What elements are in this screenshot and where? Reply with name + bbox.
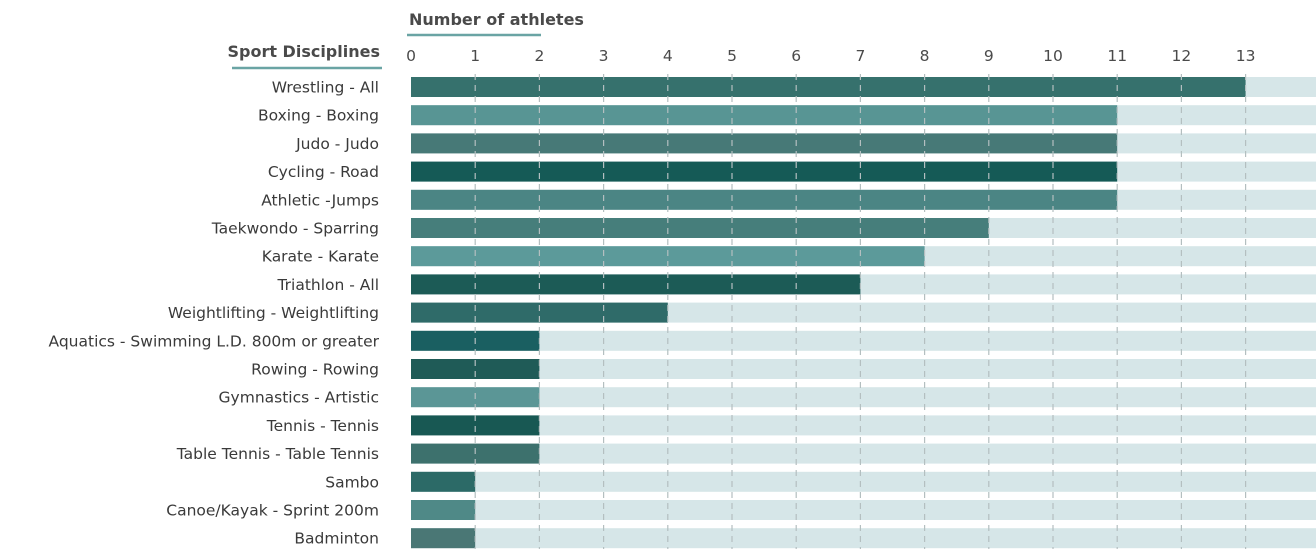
bar-track (411, 528, 1316, 549)
category-label: Aquatics - Swimming L.D. 800m or greater (49, 332, 380, 350)
x-tick-label: 13 (1236, 47, 1256, 65)
bar-track (411, 415, 1316, 436)
x-tick-label: 2 (534, 47, 544, 65)
category-label: Badminton (294, 530, 379, 548)
x-tick-label: 7 (855, 47, 865, 65)
bar (411, 528, 476, 549)
category-label: Cycling - Road (268, 163, 379, 181)
x-tick-label: 6 (791, 47, 801, 65)
category-label: Wrestling - All (272, 79, 379, 97)
y-axis-title: Sport Disciplines (227, 42, 380, 61)
bar (411, 77, 1246, 97)
bar (411, 161, 1118, 182)
bar (411, 189, 1118, 210)
bar (411, 105, 1118, 126)
bar-track (411, 359, 1316, 379)
bar-track (411, 387, 1316, 408)
x-tick-label: 0 (406, 47, 416, 65)
x-tick-label: 5 (727, 47, 737, 65)
category-label: Rowing - Rowing (251, 361, 379, 379)
x-tick-label: 8 (920, 47, 930, 65)
bar (411, 471, 476, 492)
bar-track (411, 500, 1316, 520)
x-tick-label: 9 (984, 47, 994, 65)
category-label: Karate - Karate (262, 248, 379, 266)
category-label: Tennis - Tennis (266, 417, 379, 435)
bar (411, 415, 540, 436)
x-tick-labels: 0 1 2 3 4 5 6 7 8 9 10 11 12 13 (406, 47, 1255, 65)
category-label: Athletic -Jumps (261, 191, 379, 209)
x-tick-label: 11 (1107, 47, 1127, 65)
category-label: Triathlon - All (276, 276, 379, 294)
category-label: Gymnastics - Artistic (219, 389, 379, 407)
bar (411, 274, 861, 295)
bar-track (411, 443, 1316, 464)
category-labels: Wrestling - All Boxing - Boxing Judo - Jud… (49, 79, 380, 548)
category-label: Canoe/Kayak - Sprint 200m (166, 502, 379, 520)
gridlines (474, 74, 1247, 549)
bar-track (411, 330, 1316, 351)
x-tick-label: 3 (599, 47, 609, 65)
category-label: Boxing - Boxing (258, 107, 379, 125)
x-tick-label: 10 (1043, 47, 1063, 65)
category-label: Taekwondo - Sparring (211, 220, 379, 238)
bar (411, 133, 1118, 154)
x-tick-label: 1 (470, 47, 480, 65)
bar (411, 218, 989, 238)
bar (411, 359, 540, 379)
x-tick-label: 12 (1172, 47, 1192, 65)
category-label: Weightlifting - Weightlifting (168, 304, 379, 322)
x-tick-label: 4 (663, 47, 673, 65)
category-label: Judo - Judo (295, 135, 379, 153)
bar (411, 500, 476, 520)
category-label: Sambo (325, 473, 379, 491)
bar-track (411, 471, 1316, 492)
x-axis-title: Number of athletes (409, 10, 584, 29)
category-label: Table Tennis - Table Tennis (176, 445, 379, 463)
